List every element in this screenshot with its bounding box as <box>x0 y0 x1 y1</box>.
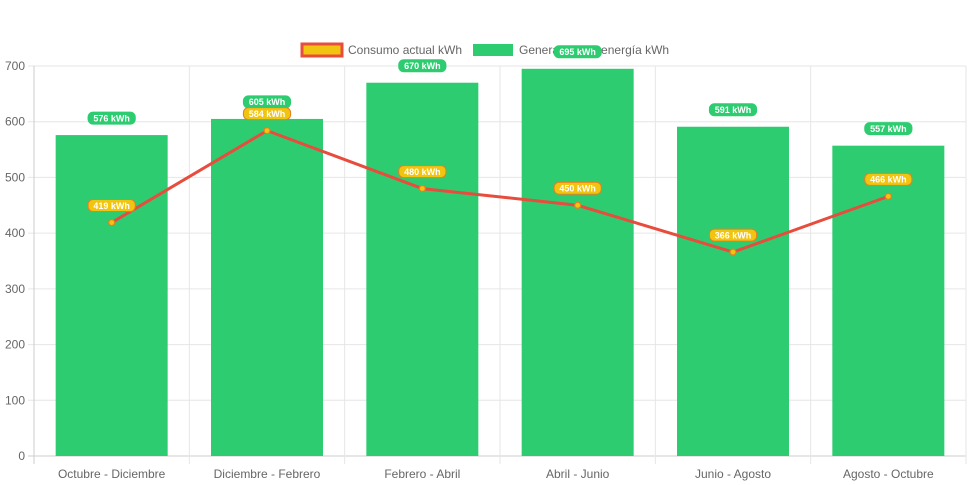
y-tick-label: 300 <box>5 282 25 296</box>
grid-layer <box>28 65 967 464</box>
line-consumo <box>110 129 889 254</box>
line-data-label: 584 kWh <box>242 107 292 121</box>
bar-data-label-text: 695 kWh <box>559 47 596 57</box>
y-tick-label: 200 <box>5 338 25 352</box>
bar-data-label: 576 kWh <box>87 111 136 125</box>
point-consumo[interactable] <box>729 248 737 256</box>
bar-data-label-bg <box>553 45 602 59</box>
bar-data-label-bg <box>708 103 758 117</box>
line-data-label-text: 466 kWh <box>870 175 907 185</box>
y-tick-label: 100 <box>5 393 25 407</box>
bar-data-label-bg <box>87 111 136 125</box>
x-tick-label: Octubre - Diciembre <box>58 467 166 481</box>
x-tick-label: Junio - Agosto <box>695 467 771 481</box>
line-data-label: 419 kWh <box>87 199 136 213</box>
bar-data-label-bg <box>398 59 447 73</box>
bar-generacion[interactable] <box>366 82 479 456</box>
x-tick-label: Abril - Junio <box>546 467 610 481</box>
bar-data-label: 591 kWh <box>708 103 758 117</box>
line-data-label-text: 419 kWh <box>93 201 130 211</box>
bar-data-label: 670 kWh <box>398 59 447 73</box>
point-consumo[interactable] <box>263 127 271 135</box>
bar-generacion[interactable] <box>521 68 634 457</box>
point-consumo[interactable] <box>108 218 116 227</box>
y-tick-label: 700 <box>5 59 25 73</box>
line-data-label-bg <box>398 165 447 179</box>
legend[interactable]: Consumo actual kWh Generación de energía… <box>300 42 669 58</box>
line-data-label-text: 450 kWh <box>559 183 596 193</box>
line-data-label-bg <box>87 199 136 213</box>
line-data-label: 466 kWh <box>864 172 913 186</box>
x-tick-label: Diciembre - Febrero <box>214 467 321 481</box>
y-tick-label: 600 <box>5 115 25 129</box>
point-consumo[interactable] <box>574 201 582 209</box>
bar-generacion[interactable] <box>677 126 789 456</box>
bar-data-label-text: 605 kWh <box>249 97 286 107</box>
bar-data-label-text: 576 kWh <box>93 113 130 123</box>
line-data-label-bg <box>242 107 292 121</box>
bar-layer <box>55 68 945 457</box>
line-data-label-bg <box>708 228 758 242</box>
x-tick-label: Febrero - Abril <box>384 467 460 481</box>
bar-generacion[interactable] <box>211 118 323 456</box>
legend-swatch-consumo <box>300 42 344 58</box>
point-consumo[interactable] <box>884 192 892 200</box>
point-consumo[interactable] <box>418 184 426 193</box>
legend-item-consumo[interactable]: Consumo actual kWh <box>300 42 462 58</box>
data-label-layer: 576 kWh 605 kWh 670 kWh 695 kWh 591 kWh 557 k… <box>87 45 913 242</box>
bar-data-label-text: 557 kWh <box>870 124 907 134</box>
bar-data-label: 695 kWh <box>553 45 602 59</box>
line-data-label-text: 366 kWh <box>715 230 752 240</box>
line-data-label-text: 480 kWh <box>404 167 441 177</box>
line-data-label-text: 584 kWh <box>249 109 286 119</box>
y-tick-label: 0 <box>18 449 25 463</box>
x-tick-label: Agosto - Octubre <box>843 467 934 481</box>
bar-data-label-bg <box>864 122 913 136</box>
axis-layer: 0 100 200 300 400 500 600 700 Octubre - Diciembr… <box>5 59 934 481</box>
line-data-label-bg <box>864 172 913 186</box>
bar-data-label: 605 kWh <box>242 95 292 109</box>
line-data-label-bg <box>553 181 602 195</box>
line-data-label: 480 kWh <box>398 165 447 179</box>
bar-data-label-text: 591 kWh <box>715 105 752 115</box>
legend-swatch-generacion <box>473 44 513 56</box>
line-data-label: 366 kWh <box>708 228 758 242</box>
line-layer <box>108 127 892 256</box>
line-data-label: 450 kWh <box>553 181 602 195</box>
bar-generacion[interactable] <box>55 135 168 457</box>
bar-data-label-text: 670 kWh <box>404 61 441 71</box>
y-tick-label: 400 <box>5 226 25 240</box>
bar-generacion[interactable] <box>832 145 945 456</box>
legend-label-consumo: Consumo actual kWh <box>348 43 462 57</box>
bar-data-label: 557 kWh <box>864 122 913 136</box>
y-tick-label: 500 <box>5 170 25 184</box>
